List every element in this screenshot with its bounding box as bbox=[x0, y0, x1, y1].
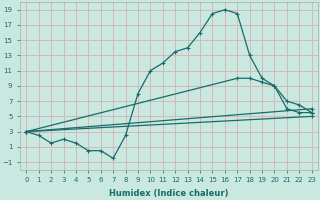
X-axis label: Humidex (Indice chaleur): Humidex (Indice chaleur) bbox=[109, 189, 229, 198]
